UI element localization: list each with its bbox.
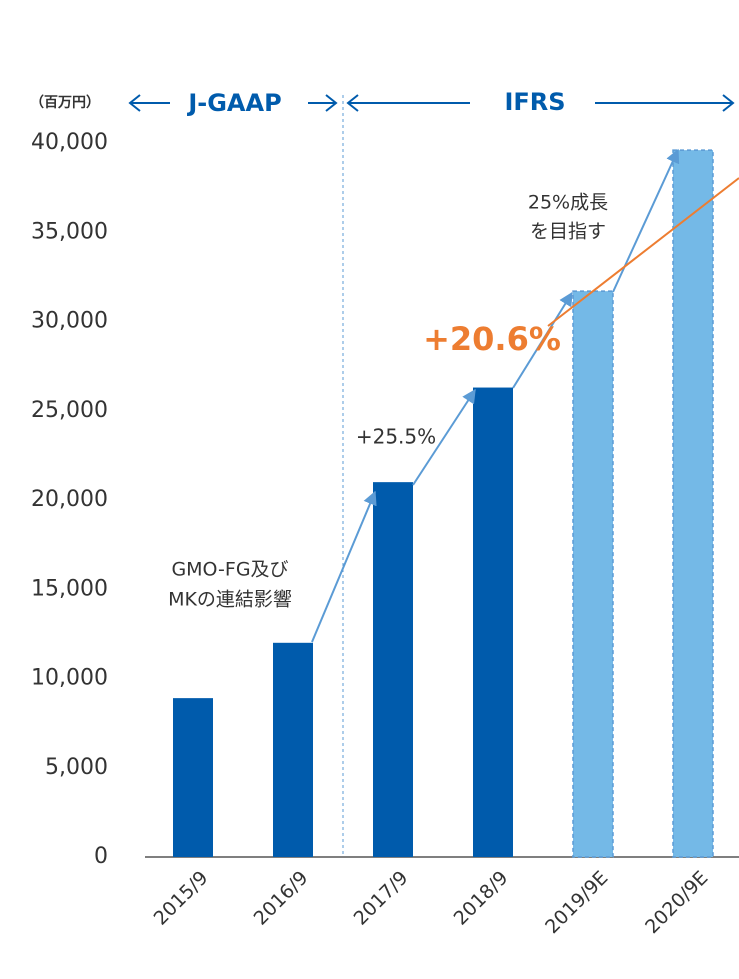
y-tick-label: 35,000 <box>31 219 108 244</box>
x-tick-label: 2019/9E <box>541 867 612 938</box>
annotation: MKの連結影響 <box>168 589 292 611</box>
growth-arrow <box>612 148 680 293</box>
growth-arrow <box>412 388 476 486</box>
bar <box>273 642 313 857</box>
annotation: GMO-FG及び <box>171 559 288 581</box>
bar <box>672 149 714 858</box>
annotation: を目指す <box>530 221 606 243</box>
period-label: IFRS <box>504 88 565 116</box>
y-tick-label: 5,000 <box>45 755 108 780</box>
y-tick-label: 40,000 <box>31 130 108 155</box>
arrow <box>308 94 338 112</box>
arrow <box>128 94 170 112</box>
y-tick-label: 0 <box>94 844 108 869</box>
x-tick-label: 2016/9 <box>250 867 313 930</box>
arrow <box>346 94 470 112</box>
callout-line <box>547 177 739 327</box>
y-tick-label: 25,000 <box>31 398 108 423</box>
bar <box>173 698 213 857</box>
growth-arrow <box>311 490 377 643</box>
annotation: +25.5% <box>356 425 436 449</box>
x-tick-label: 2015/9 <box>150 867 213 930</box>
y-tick-label: 20,000 <box>31 487 108 512</box>
x-tick-label: 2020/9E <box>641 867 712 938</box>
period-label: J-GAAP <box>186 89 281 117</box>
bar <box>373 482 413 857</box>
unit-label: （百万円） <box>30 95 100 111</box>
bar <box>572 290 614 858</box>
bar <box>473 387 513 857</box>
growth-arrow <box>512 291 573 389</box>
arrow <box>595 94 735 112</box>
y-tick-label: 15,000 <box>31 576 108 601</box>
annotation: 25%成長 <box>528 192 608 214</box>
y-tick-label: 10,000 <box>31 666 108 691</box>
y-tick-label: 30,000 <box>31 309 108 334</box>
x-tick-label: 2017/9 <box>350 867 413 930</box>
annotation: +20.6% <box>423 320 561 358</box>
x-tick-label: 2018/9 <box>450 867 513 930</box>
